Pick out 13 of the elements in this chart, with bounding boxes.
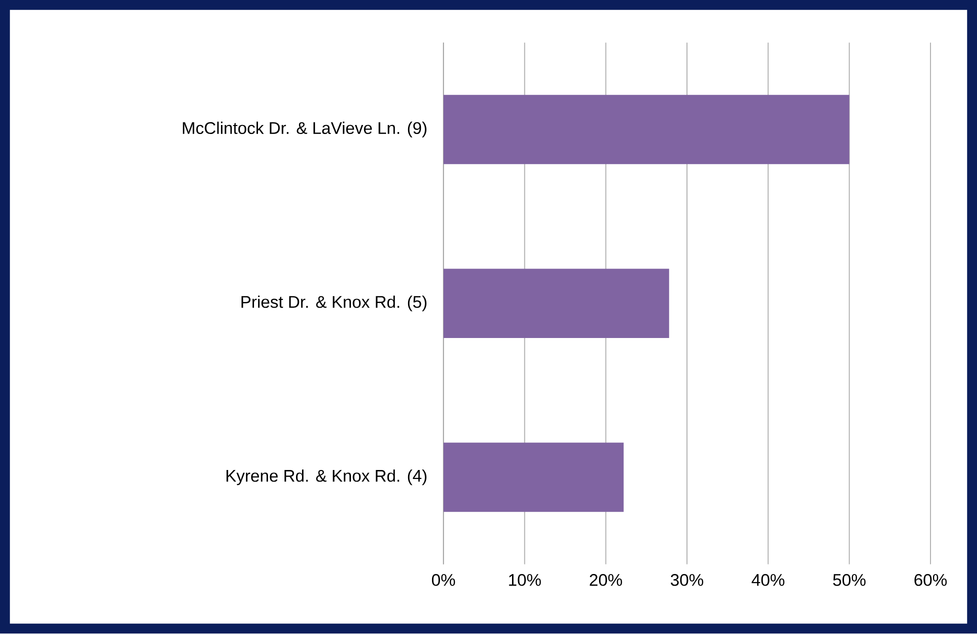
x-tick-label: 20% (590, 574, 622, 586)
y-tick-label: Kyrene Rd. & Knox Rd. (4) (226, 470, 426, 486)
x-tick-label: 30% (670, 574, 704, 586)
x-tick-label: 40% (752, 574, 784, 586)
x-tick-label: 50% (833, 574, 866, 586)
bar (443, 268, 670, 338)
y-tick-label: McClintock Dr. & LaVieve Ln. (9) (182, 122, 426, 138)
x-tick-label: 0% (432, 574, 456, 586)
x-tick-label: 10% (509, 574, 541, 586)
y-tick-label: Priest Dr. & Knox Rd. (5) (242, 296, 426, 312)
x-tick-label: 60% (914, 574, 947, 586)
bar (443, 95, 850, 164)
bar (443, 442, 624, 512)
